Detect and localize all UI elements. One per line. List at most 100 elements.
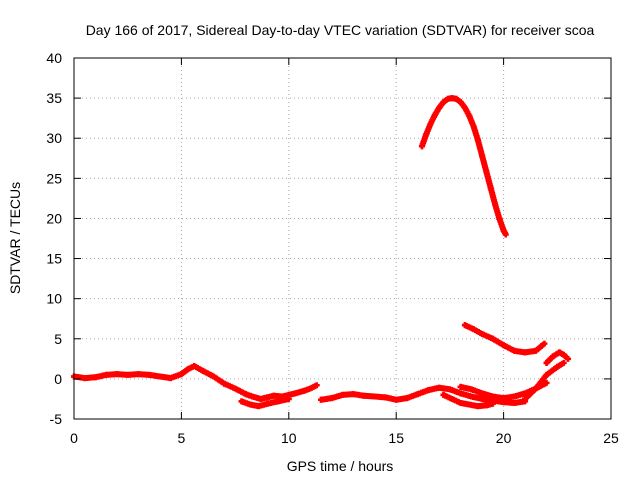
data-point [487,184,494,191]
data-point [191,363,198,370]
data-point [483,168,490,175]
data-point [156,373,163,380]
data-point [489,400,496,407]
data-point [307,385,314,392]
data-point [474,403,481,410]
data-point [461,104,468,111]
data-point [285,395,292,402]
axis-ticks [73,57,612,420]
data-point [275,398,282,405]
data-point [440,99,447,106]
data-point [449,395,456,402]
series-arc-5 [440,391,496,410]
data-point [489,393,496,400]
data-point [292,390,299,397]
data-point [146,371,153,378]
data-point [318,396,325,403]
data-point [81,375,88,382]
x-tick-label: 20 [496,430,512,446]
data-point [532,385,539,392]
data-point [440,391,447,398]
y-tick-label: 10 [46,291,62,307]
y-tick-label: 30 [46,130,62,146]
data-point [249,393,256,400]
x-tick-label: 0 [70,430,78,446]
data-point [560,359,567,366]
series-arc-7 [543,349,572,366]
data-point [414,391,421,398]
data-point [492,201,499,208]
data-point [255,403,262,410]
data-point [339,391,346,398]
y-tick-label: -5 [50,411,63,427]
data-point [436,104,443,111]
x-tick-labels: 0 5 10 15 20 25 [70,430,619,446]
data-point [550,353,557,360]
data-point [502,231,509,238]
data-point [474,136,481,143]
data-point [371,393,378,400]
data-point [511,399,518,406]
data-point [479,395,486,402]
data-point [565,355,572,362]
x-tick-label: 25 [603,430,619,446]
data-point [199,367,206,374]
data-point [466,401,473,408]
data-point [532,347,539,354]
data-point [457,399,464,406]
data-point [483,402,490,409]
data-point [124,371,131,378]
data-point [425,387,432,394]
data-point [496,215,503,222]
data-point [511,347,518,354]
data-point [457,383,464,390]
data-point [500,342,507,349]
data-point [382,394,389,401]
series-arc-3 [318,384,529,406]
data-point [468,386,475,393]
series-arc-6 [522,359,567,402]
data-point [543,371,550,378]
data-points [71,95,572,410]
y-tick-label: 15 [46,251,62,267]
data-point [470,326,477,333]
data-point [264,400,271,407]
data-point [431,111,438,118]
series-arc-9 [418,95,509,238]
data-point [543,379,550,386]
data-point [427,120,434,127]
data-point [479,390,486,397]
data-point [489,335,496,342]
y-tick-label: 0 [54,371,62,387]
y-tick-label: 40 [46,50,62,66]
data-point [184,366,191,373]
grid-lines [74,58,611,419]
series-arc-8 [461,322,548,356]
data-point [257,395,264,402]
data-point [423,131,430,138]
data-point [446,386,453,393]
data-point [470,123,477,130]
data-point [178,371,185,378]
data-point [500,227,507,234]
data-point [264,394,271,401]
data-point [350,391,357,398]
data-point [457,99,464,106]
data-point [242,391,249,398]
x-tick-label: 5 [178,430,186,446]
y-tick-label: 20 [46,210,62,226]
data-point [543,359,550,366]
data-point [393,396,400,403]
data-point [238,398,245,405]
data-point [457,390,464,397]
data-point [300,387,307,394]
data-point [541,340,548,347]
data-point [113,371,120,378]
data-point [92,374,99,381]
data-point [418,143,425,150]
chart-title: Day 166 of 2017, Sidereal Day-to-day VTE… [86,22,595,38]
y-tick-label: 5 [54,331,62,347]
data-point [461,322,468,329]
